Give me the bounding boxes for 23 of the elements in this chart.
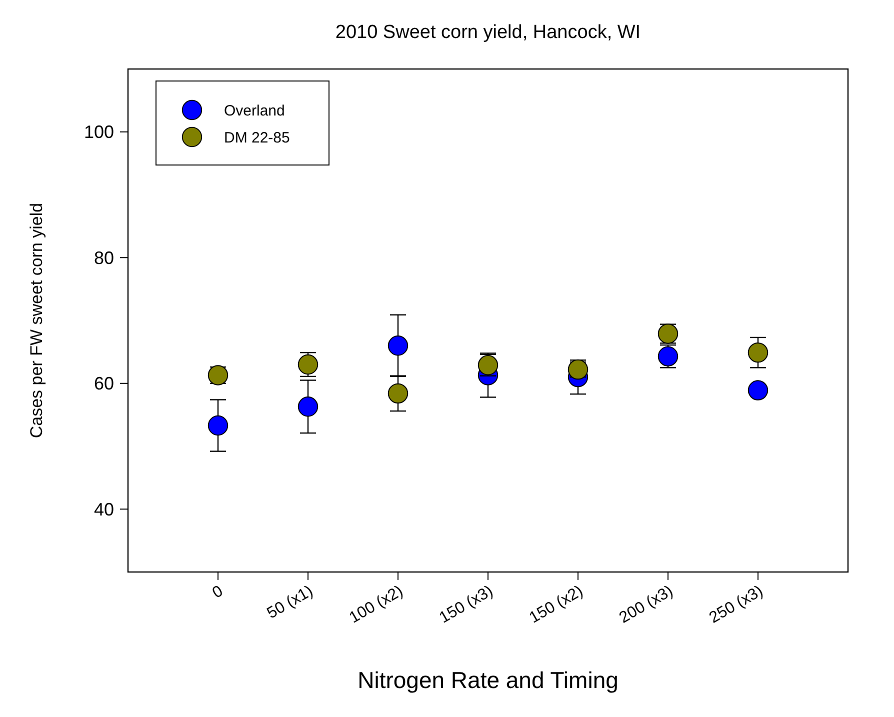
y-tick-label: 100: [84, 122, 114, 142]
point: [298, 396, 318, 417]
y-tick-label: 60: [94, 374, 114, 394]
point: [388, 383, 408, 404]
y-tick-label: 80: [94, 248, 114, 268]
x-tick-label: 200 (x3): [616, 582, 676, 627]
x-tick-label: 0: [210, 582, 226, 602]
legend-label: DM 22-85: [224, 129, 290, 146]
x-tick-label: 150 (x3): [436, 582, 496, 627]
y-tick-label: 40: [94, 499, 114, 520]
x-tick-label: 250 (x3): [706, 582, 766, 627]
chart-title: 2010 Sweet corn yield, Hancock, WI: [335, 22, 641, 43]
legend-label: Overland: [224, 102, 285, 120]
y-axis-title: Cases per FW sweet corn yield: [27, 202, 46, 438]
point: [388, 336, 408, 356]
x-axis-title: Nitrogen Rate and Timing: [358, 667, 618, 693]
point: [748, 342, 768, 363]
point: [658, 346, 678, 366]
x-tick-label: 100 (x2): [346, 582, 406, 627]
x-tick-label: 50 (x1): [264, 582, 316, 622]
x-tick-label: 150 (x2): [526, 582, 586, 627]
point: [748, 380, 768, 400]
point: [208, 415, 228, 436]
